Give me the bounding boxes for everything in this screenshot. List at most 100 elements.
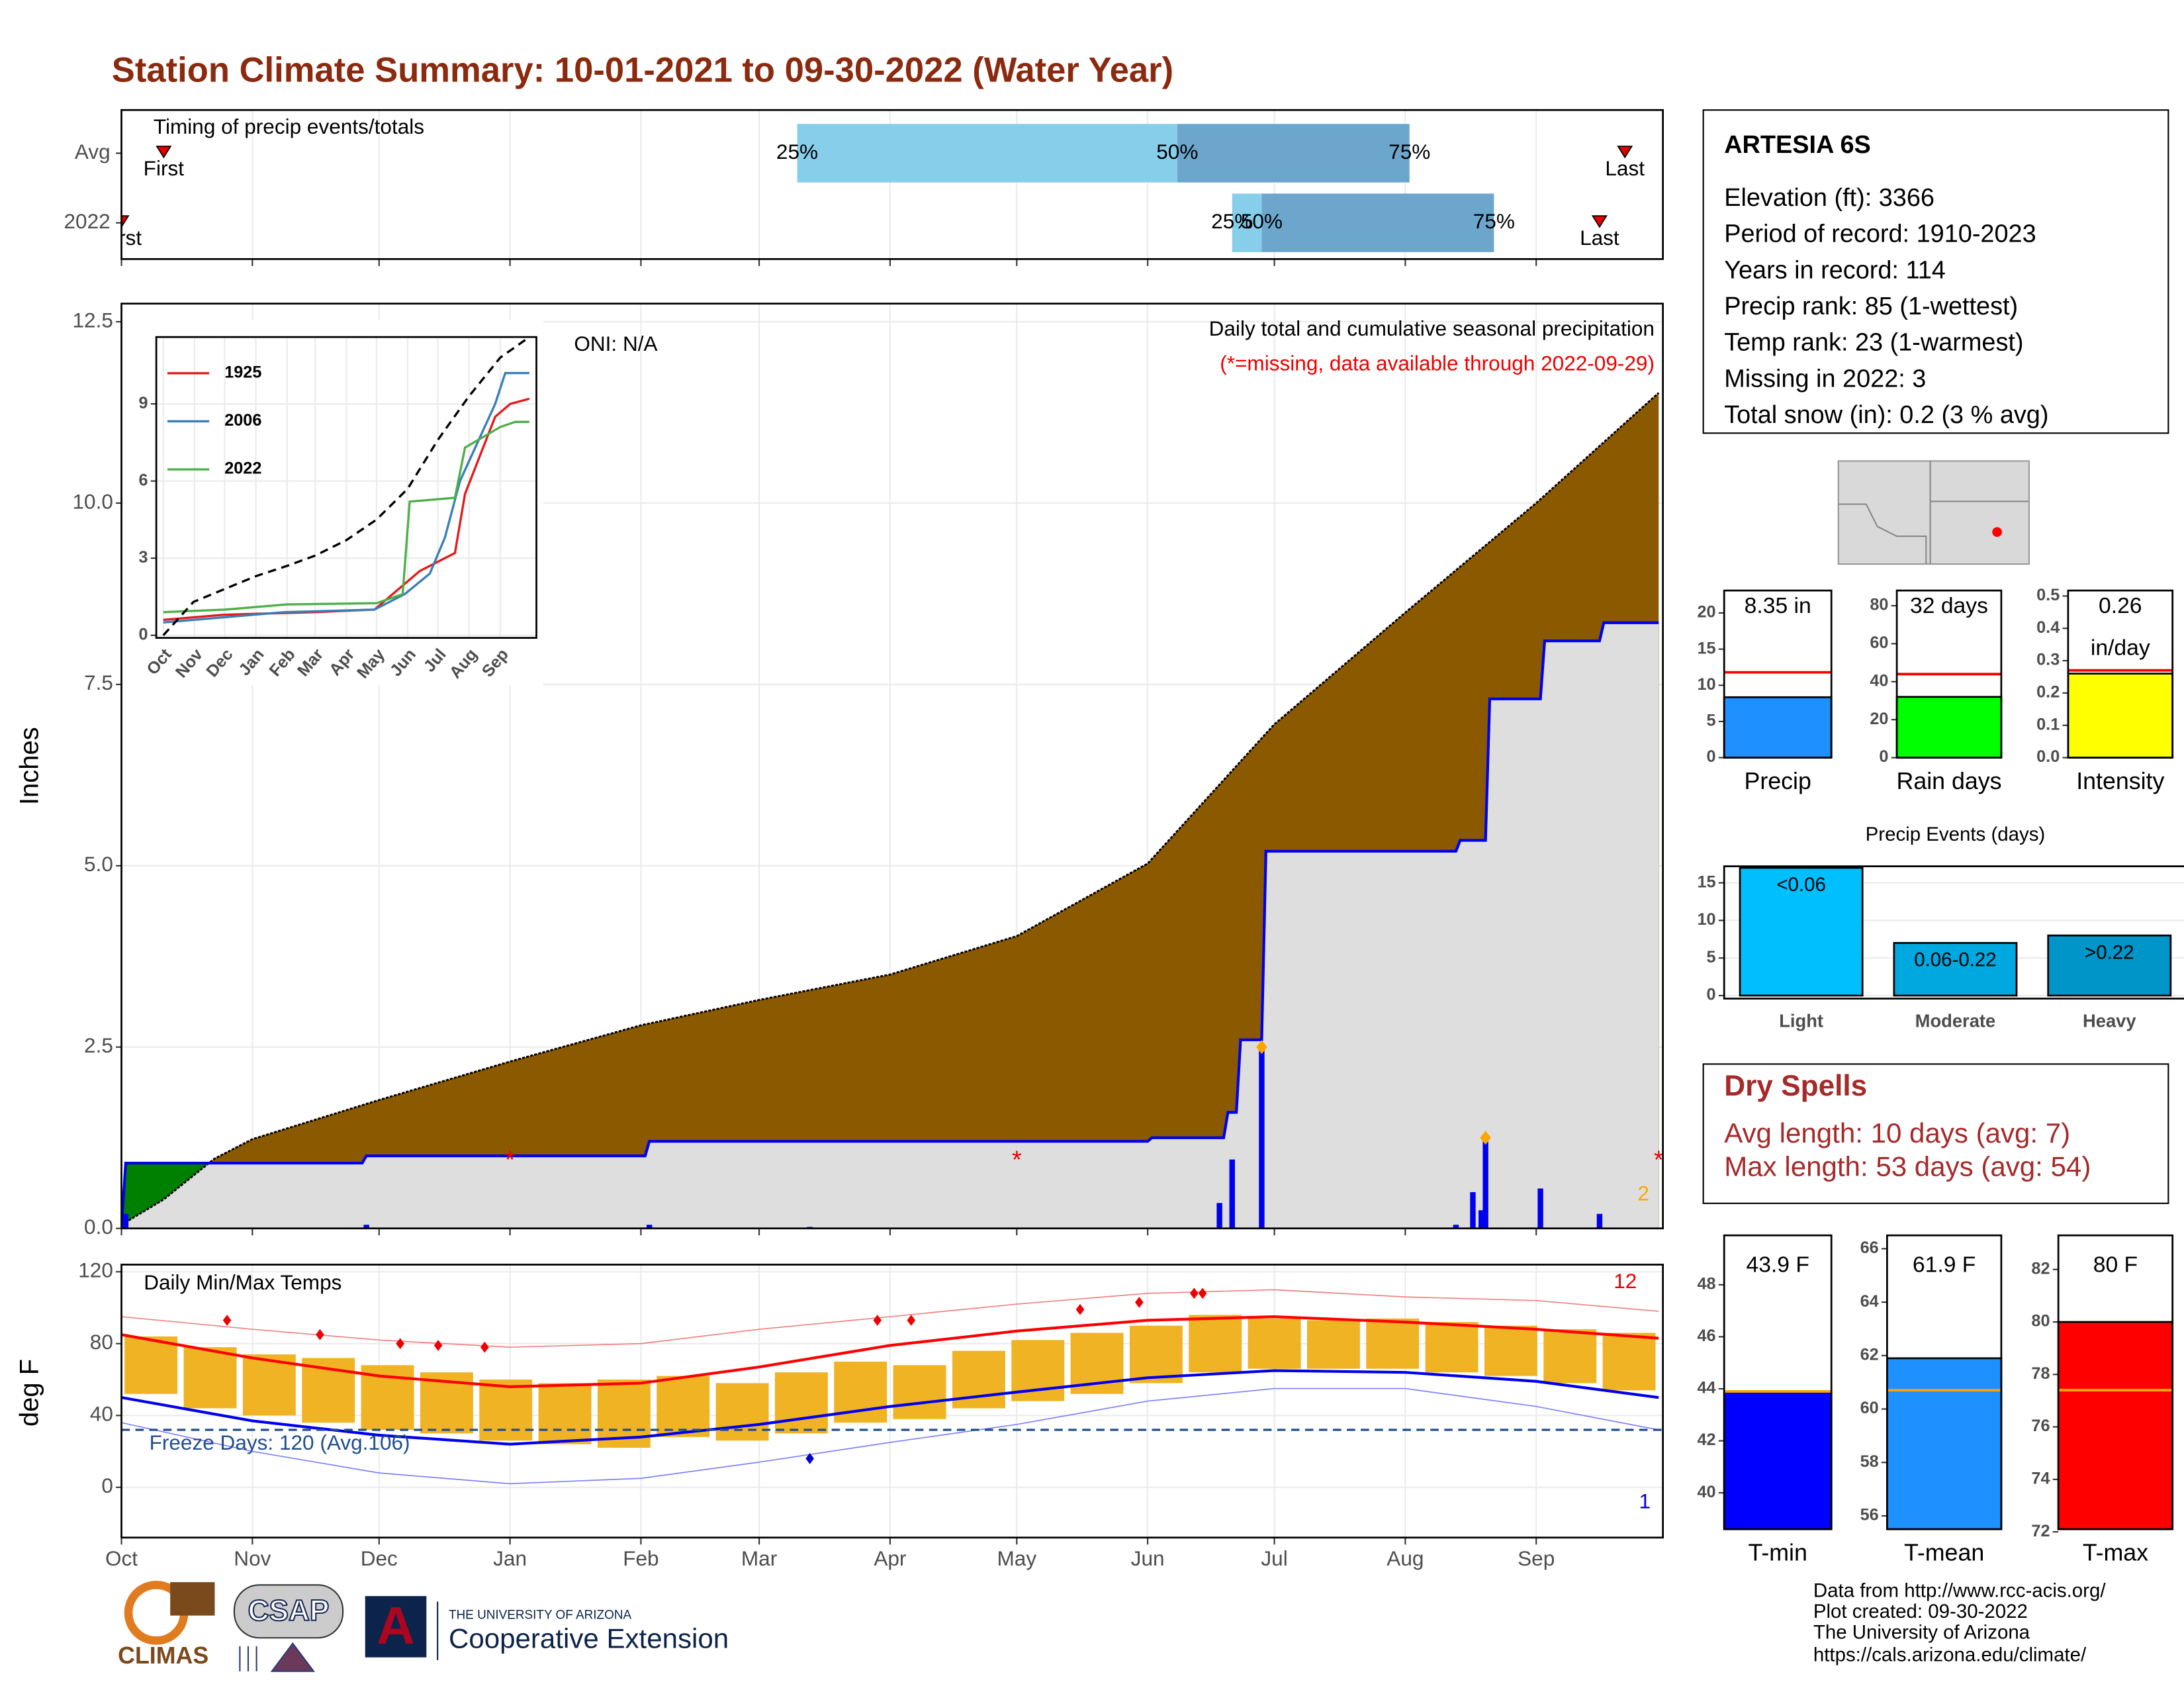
temp-range-bar (715, 1383, 769, 1441)
temp-range-bar (124, 1336, 178, 1394)
value-label: 61.9 F (1913, 1252, 1976, 1277)
value-label: 80 F (2093, 1252, 2138, 1277)
y-tick-label: 2.5 (84, 1033, 113, 1057)
percent-label: 50% (1156, 140, 1198, 164)
chart-title: Daily Min/Max Temps (144, 1270, 341, 1294)
temp-range-bar (242, 1354, 296, 1416)
marker-label: First (101, 226, 142, 250)
inset-lines (162, 337, 530, 636)
y-tick-label: 76 (2031, 1417, 2050, 1435)
y-tick-label: 66 (1860, 1239, 1879, 1257)
missing-marker: * (1654, 1147, 1664, 1174)
record-low-line (121, 1387, 1659, 1485)
y-axis-label: deg F (15, 1359, 44, 1427)
page-title: Station Climate Summary: 10-01-2021 to 0… (112, 50, 1173, 89)
locator-map (1837, 460, 2030, 565)
y-tick-label: 80 (2031, 1312, 2050, 1331)
x-tick-label: Nov (234, 1546, 271, 1570)
quartile-bar (1232, 193, 1262, 252)
y-tick-label: 5 (1707, 712, 1716, 730)
credit: Plot created: 09-30-2022 (1813, 1601, 2028, 1622)
credit: https://cals.arizona.edu/climate/ (1813, 1644, 2087, 1665)
summary-bar-chart: 0.0 0.1 0.2 0.3 0.4 0.5 0.26 in/day Intensity (2036, 586, 2174, 794)
panel-frame (1723, 589, 1833, 759)
dry-spells-line: Max length: 53 days (avg: 54) (1724, 1150, 2091, 1182)
daily-bar (1259, 1047, 1265, 1229)
bar (1893, 942, 2018, 997)
y-tick-label: 60 (1870, 633, 1888, 652)
y-tick-label: 120 (78, 1258, 113, 1282)
dry-spells-line: Avg length: 10 days (avg: 7) (1724, 1117, 2070, 1149)
events-chart: Precip Events (days) 0 5 10 15 <0.06 Light 0.06… (1697, 823, 2184, 1031)
y-tick-label: 60 (1860, 1399, 1879, 1417)
y-tick-label: 0 (1707, 986, 1716, 1004)
y-tick-label: 12.5 (73, 308, 113, 332)
panel-frame (1723, 865, 2184, 1000)
y-tick-label: 64 (1860, 1292, 1879, 1311)
summary-bar-chart: 40 42 44 46 48 43.9 F T-min (1697, 1234, 1833, 1566)
y-tick-label: 74 (2031, 1470, 2050, 1488)
station-line: Elevation (ft): 3366 (1724, 184, 1934, 212)
csap-cloud (233, 1584, 344, 1639)
x-tick-label: Jun (1131, 1546, 1165, 1570)
bar (1723, 696, 1833, 759)
record-marker (480, 1341, 489, 1353)
count-label: 12 (1614, 1269, 1637, 1293)
csap-graphic (239, 1642, 315, 1672)
y-tick-label: 10 (1697, 910, 1715, 929)
y-tick-label: 82 (2031, 1259, 2050, 1278)
panel-frame (1886, 1234, 2003, 1530)
y-tick-label: 40 (90, 1402, 113, 1426)
y-tick-label: 0.0 (2036, 747, 2060, 766)
x-tick-label: Light (1779, 1011, 1823, 1031)
x-tick-label: Feb (623, 1546, 659, 1570)
flag-marker (1256, 1040, 1267, 1055)
daily-bar (646, 1225, 653, 1229)
series-line (163, 420, 529, 614)
normal-high-line (121, 1315, 1659, 1388)
summary-bar-chart: 56 58 60 62 64 66 61.9 F T-mean (1860, 1234, 2003, 1566)
percent-label: 50% (1241, 209, 1283, 233)
y-tick-label: 0 (1707, 747, 1716, 766)
ua-emblem (365, 1596, 427, 1658)
record-marker (222, 1315, 232, 1326)
average-line (121, 392, 1660, 1226)
temp-range-bar (657, 1376, 710, 1437)
logos: CLIMAS CSAP A THE UNIVERSITY OF ARIZONA … (118, 1580, 729, 1672)
dry-spells-box (1702, 1063, 2169, 1204)
count-label: 1 (1639, 1489, 1651, 1513)
quartile-bar (797, 124, 1177, 183)
dry-spells-title: Dry Spells (1724, 1070, 1867, 1102)
temp-range-bar (1543, 1329, 1597, 1383)
timing-marker (156, 146, 172, 159)
y-tick-label: 62 (1860, 1345, 1879, 1364)
legend-label: 2006 (224, 411, 261, 430)
x-tick-label: Sep (1518, 1546, 1555, 1570)
bar-label: T-max (2083, 1539, 2148, 1566)
y-tick-label: 0.4 (2036, 618, 2060, 637)
timing-marker (1591, 215, 1608, 228)
credit: The University of Arizona (1813, 1622, 2030, 1644)
y-tick-label: 42 (1697, 1430, 1715, 1449)
station-dot (1992, 527, 2002, 538)
y-tick-label: 7.5 (84, 671, 113, 694)
y-tick-label: 6 (138, 471, 148, 489)
count-label: 2 (1637, 1182, 1649, 1205)
y-tick-label: 20 (1870, 710, 1888, 728)
bar-label: Intensity (2076, 768, 2164, 794)
percent-label: 75% (1388, 140, 1430, 164)
logo-text: CLIMAS (118, 1642, 208, 1669)
record-marker (1075, 1303, 1085, 1315)
cumulative-line (121, 621, 1659, 1229)
record-high-line (121, 1289, 1659, 1348)
panel-frame (120, 1264, 1664, 1539)
annotation: Daily total and cumulative seasonal prec… (1209, 316, 1655, 340)
temp-range-bar (1248, 1318, 1301, 1369)
station-line: Period of record: 1910-2023 (1724, 220, 2036, 248)
temp-range-bar (1189, 1315, 1242, 1373)
y-tick-label: 20 (1697, 603, 1715, 622)
daily-bar (1479, 1210, 1484, 1229)
